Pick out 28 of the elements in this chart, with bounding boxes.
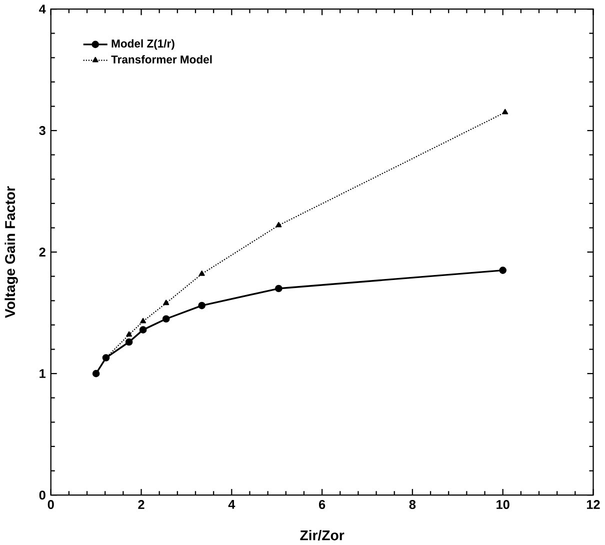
x-tick-label: 0 bbox=[48, 500, 54, 509]
y-tick-label: 0 bbox=[39, 490, 46, 500]
x-tick-label: 10 bbox=[496, 500, 510, 509]
legend-label: Model Z(1/r) bbox=[112, 39, 174, 50]
point bbox=[125, 338, 133, 346]
y-tick-label: 3 bbox=[39, 126, 46, 135]
x-tick-label: 8 bbox=[409, 500, 416, 509]
point bbox=[162, 315, 170, 322]
point bbox=[126, 331, 132, 337]
point bbox=[163, 300, 170, 305]
y-tick-label: 1 bbox=[40, 369, 46, 378]
point bbox=[276, 222, 282, 228]
y-tick-label: 4 bbox=[39, 4, 46, 14]
x-axis-title: Zir/Zor bbox=[300, 530, 344, 540]
point bbox=[502, 108, 508, 114]
x-tick-label: 4 bbox=[228, 500, 236, 509]
x-tick-label: 6 bbox=[318, 500, 326, 509]
point bbox=[139, 326, 147, 334]
y-tick-label: 2 bbox=[39, 248, 46, 256]
point bbox=[198, 302, 206, 310]
point bbox=[275, 284, 282, 292]
point bbox=[499, 266, 507, 274]
x-tick-label: 12 bbox=[586, 500, 600, 509]
legend-label: Transformer Model bbox=[111, 55, 212, 64]
x-tick-label: 2 bbox=[138, 500, 144, 509]
point bbox=[140, 318, 146, 324]
point bbox=[198, 270, 205, 276]
y-axis-title: Voltage Gain Factor bbox=[4, 186, 18, 318]
